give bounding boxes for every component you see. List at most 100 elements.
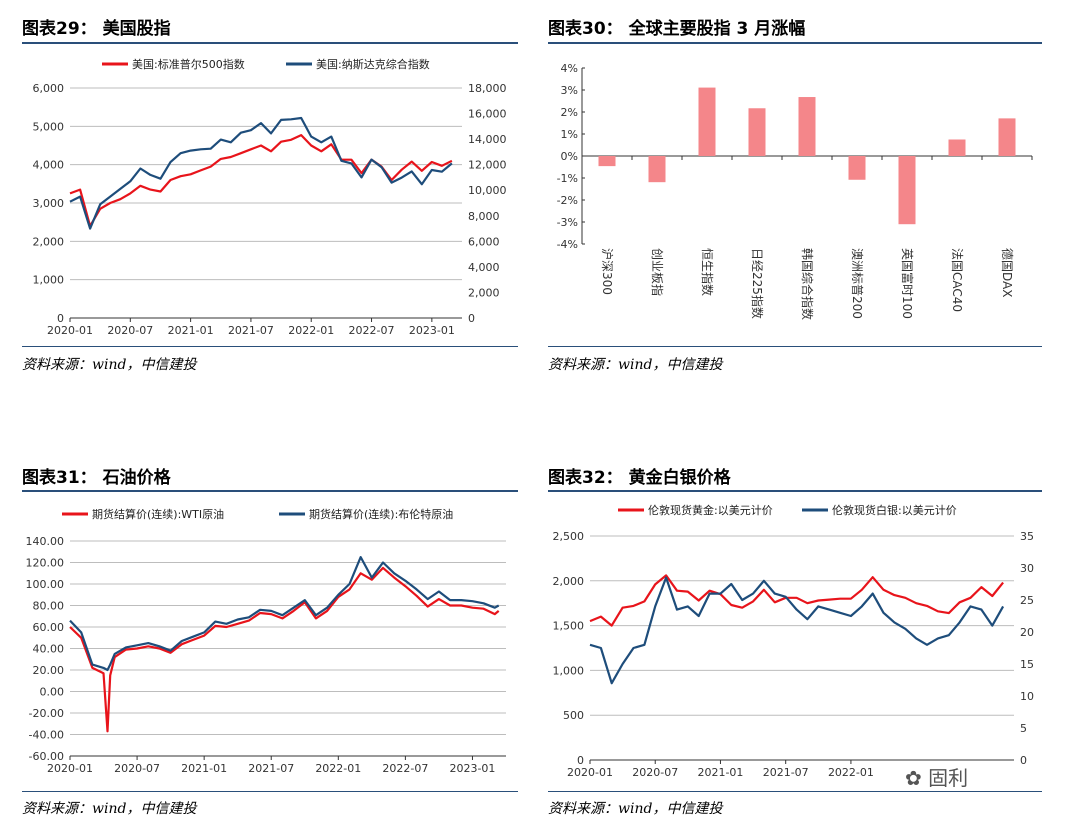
y-left-tick-label: 1,000 bbox=[33, 274, 65, 287]
series-line bbox=[589, 574, 1004, 627]
legend-label: 伦敦现货黄金:以美元计价 bbox=[648, 503, 773, 517]
y-tick-label: -2% bbox=[557, 194, 578, 207]
y-tick-label: 3% bbox=[561, 84, 578, 97]
y-right-tick-label: 10,000 bbox=[468, 184, 507, 197]
y-left-tick-label: 3,000 bbox=[33, 197, 65, 210]
chart2-top-rule bbox=[548, 42, 1042, 44]
chart1-top-rule bbox=[22, 42, 518, 44]
y-left-tick-label: 4,000 bbox=[33, 159, 65, 172]
y-right-tick-label: 10 bbox=[1020, 690, 1034, 703]
x-category-label: 沪深300 bbox=[600, 248, 614, 295]
y-right-tick-label: 14,000 bbox=[468, 133, 507, 146]
y-left-tick-label: 0.00 bbox=[40, 686, 65, 699]
x-tick-label: 2021-01 bbox=[168, 324, 214, 337]
legend-label: 伦敦现货白银:以美元计价 bbox=[832, 503, 957, 517]
y-left-tick-label: 60.00 bbox=[33, 621, 65, 634]
y-left-tick-label: 1,500 bbox=[553, 620, 585, 633]
y-right-tick-label: 25 bbox=[1020, 594, 1034, 607]
legend-label: 期货结算价(连续):WTI原油 bbox=[92, 507, 224, 521]
y-right-tick-label: 12,000 bbox=[468, 159, 507, 172]
x-tick-label: 2020-01 bbox=[47, 324, 93, 337]
y-left-tick-label: 0 bbox=[577, 754, 584, 767]
y-left-tick-label: 6,000 bbox=[33, 82, 65, 95]
y-left-tick-label: 140.00 bbox=[26, 535, 65, 548]
y-tick-label: 4% bbox=[561, 62, 578, 75]
x-tick-label: 2022-01 bbox=[315, 762, 361, 775]
y-left-tick-label: 1,000 bbox=[553, 664, 585, 677]
series-line bbox=[69, 556, 500, 672]
x-category-label: 创业板指 bbox=[650, 248, 665, 296]
bar bbox=[998, 118, 1016, 156]
y-left-tick-label: 2,000 bbox=[553, 575, 585, 588]
y-left-tick-label: 500 bbox=[563, 709, 584, 722]
x-tick-label: 2020-07 bbox=[114, 762, 160, 775]
x-tick-label: 2021-07 bbox=[248, 762, 294, 775]
chart4-source: 资料来源：wind，中信建投 bbox=[548, 801, 723, 817]
y-left-tick-label: 100.00 bbox=[26, 578, 65, 591]
x-category-label: 德国DAX bbox=[1000, 248, 1015, 297]
y-right-tick-label: 20 bbox=[1020, 626, 1034, 639]
y-right-tick-label: 5 bbox=[1020, 722, 1027, 735]
chart2-plot: -4% -3% -2% -1% 0% 1% 2% 3% 4% 沪深300 创业板指 恒生指数 日经225… bbox=[557, 62, 1033, 320]
chart1-source: 资料来源：wind，中信建投 bbox=[22, 357, 197, 373]
y-right-tick-label: 16,000 bbox=[468, 108, 507, 121]
bar bbox=[648, 156, 666, 183]
y-left-tick-label: -60.00 bbox=[29, 750, 64, 763]
y-right-tick-label: 2,000 bbox=[468, 286, 500, 299]
chart2-title: 图表30： 全球主要股指 3 月涨幅 bbox=[548, 19, 806, 39]
x-tick-label: 2022-07 bbox=[382, 762, 428, 775]
chart4-plot: 0 500 1,000 1,500 2,000 2,500 0 5 10 15 20 25 30 35 20… bbox=[553, 503, 1035, 779]
x-tick-label: 2021-07 bbox=[763, 766, 809, 779]
y-left-tick-label: -40.00 bbox=[29, 729, 64, 742]
chart3-bottom-rule bbox=[22, 791, 518, 792]
y-right-tick-label: 4,000 bbox=[468, 261, 500, 274]
series-line bbox=[69, 116, 453, 230]
chart3-title: 图表31： 石油价格 bbox=[22, 468, 171, 488]
x-tick-label: 2020-01 bbox=[47, 762, 93, 775]
chart1-plot: 0 1,000 2,000 3,000 4,000 5,000 6,000 0 2,000 4,0… bbox=[33, 57, 507, 337]
y-right-tick-label: 15 bbox=[1020, 658, 1034, 671]
y-left-tick-label: 2,500 bbox=[553, 530, 585, 543]
y-left-tick-label: 5,000 bbox=[33, 120, 65, 133]
x-tick-label: 2020-01 bbox=[567, 766, 613, 779]
bar bbox=[748, 108, 766, 156]
x-category-label: 韩国综合指数 bbox=[800, 248, 815, 320]
y-tick-label: 2% bbox=[561, 106, 578, 119]
y-right-tick-label: 8,000 bbox=[468, 210, 500, 223]
y-right-tick-label: 18,000 bbox=[468, 82, 507, 95]
y-left-tick-label: 20.00 bbox=[33, 664, 65, 677]
y-left-tick-label: 0 bbox=[57, 312, 64, 325]
x-category-label: 英国富时100 bbox=[900, 248, 915, 319]
chart3-source: 资料来源：wind，中信建投 bbox=[22, 801, 197, 817]
x-tick-label: 2022-01 bbox=[288, 324, 334, 337]
y-left-tick-label: 80.00 bbox=[33, 600, 65, 613]
y-right-tick-label: 30 bbox=[1020, 562, 1034, 575]
series-line bbox=[589, 576, 1005, 685]
x-tick-label: 2020-07 bbox=[632, 766, 678, 779]
watermark-label: 固利 bbox=[928, 766, 969, 790]
legend-label: 期货结算价(连续):布伦特原油 bbox=[309, 507, 453, 521]
y-tick-label: -4% bbox=[557, 238, 578, 251]
x-category-label: 恒生指数 bbox=[700, 248, 715, 296]
x-tick-label: 2022-01 bbox=[828, 766, 874, 779]
y-tick-label: -3% bbox=[557, 216, 578, 229]
x-tick-label: 2021-01 bbox=[697, 766, 743, 779]
y-right-tick-label: 35 bbox=[1020, 530, 1034, 543]
series-line bbox=[69, 566, 500, 733]
y-tick-label: 1% bbox=[561, 128, 578, 141]
bar bbox=[798, 97, 816, 156]
x-tick-label: 2021-07 bbox=[228, 324, 274, 337]
y-right-tick-label: 0 bbox=[1020, 754, 1027, 767]
y-tick-label: 0% bbox=[561, 150, 578, 163]
x-tick-label: 2022-07 bbox=[349, 324, 395, 337]
chart1-title: 图表29： 美国股指 bbox=[22, 19, 171, 39]
chart3-top-rule bbox=[22, 490, 518, 492]
y-tick-label: -1% bbox=[557, 172, 578, 185]
x-tick-label: 2021-01 bbox=[181, 762, 227, 775]
y-left-tick-label: 120.00 bbox=[26, 557, 65, 570]
y-left-tick-label: 2,000 bbox=[33, 235, 65, 248]
bar bbox=[598, 156, 616, 167]
bar bbox=[848, 156, 866, 180]
bar bbox=[698, 87, 716, 156]
x-category-label: 法国CAC40 bbox=[950, 248, 964, 312]
